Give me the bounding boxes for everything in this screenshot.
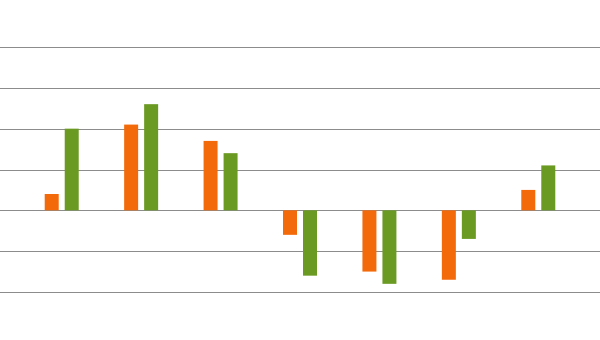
bar bbox=[64, 128, 79, 211]
bar bbox=[283, 210, 297, 235]
bar bbox=[382, 210, 397, 284]
bar bbox=[203, 140, 218, 211]
bar bbox=[461, 210, 476, 239]
bar bbox=[44, 194, 59, 211]
bar bbox=[223, 153, 238, 211]
bar bbox=[144, 104, 159, 211]
bar bbox=[441, 210, 456, 280]
bar bbox=[362, 210, 377, 272]
bar bbox=[303, 210, 317, 276]
bar bbox=[541, 165, 556, 211]
bar bbox=[124, 124, 139, 211]
bar bbox=[521, 189, 536, 211]
